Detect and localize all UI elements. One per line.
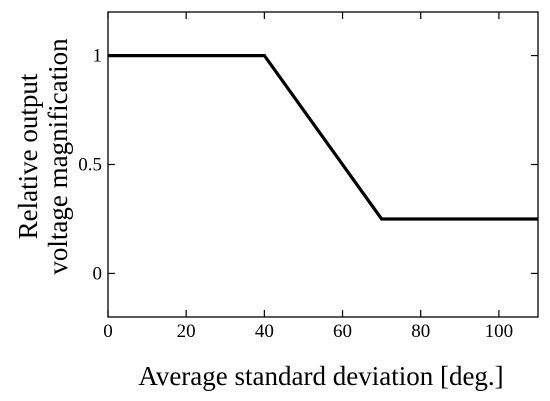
x-tick-label: 60 (333, 321, 352, 342)
y-tick-marks (108, 54, 538, 275)
y-tick-labels: 00.51 (78, 46, 102, 285)
x-tick-label: 20 (177, 321, 196, 342)
y-axis-label-line-1: Relative output (13, 73, 43, 239)
x-tick-label: 40 (255, 321, 274, 342)
x-tick-label: 0 (103, 321, 113, 342)
plot-frame (107, 11, 539, 318)
y-tick-label: 0.5 (78, 155, 102, 176)
x-axis-label: Average standard deviation [deg.] (138, 361, 503, 391)
y-tick-label: 0 (93, 263, 103, 284)
x-tick-label: 80 (411, 321, 430, 342)
y-tick-label: 1 (93, 46, 103, 67)
x-tick-label: 100 (485, 321, 514, 342)
x-tick-labels: 0 20 40 60 80 100 (103, 321, 513, 342)
x-tick-marks (107, 12, 500, 317)
y-axis-label-line-2: voltage magnification (43, 38, 73, 275)
series-line (108, 53, 538, 221)
series-layer (108, 53, 538, 221)
